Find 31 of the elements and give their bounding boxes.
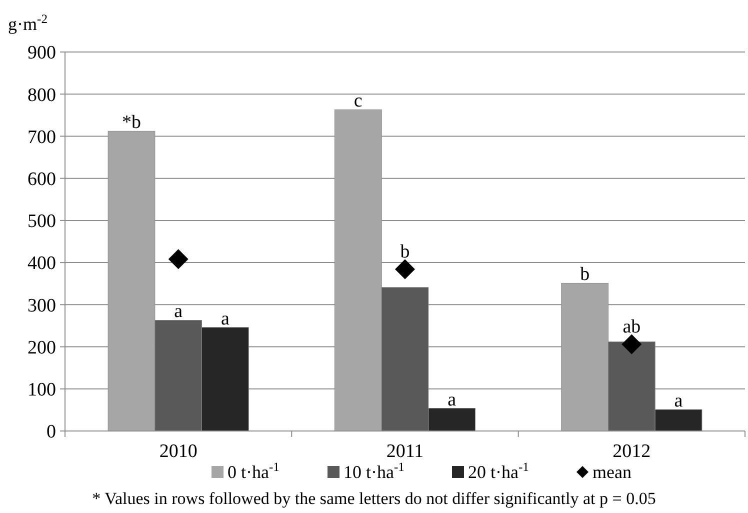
data-label: b (580, 264, 590, 286)
legend-label: 10 t·ha$^{-1}$ (344, 460, 404, 482)
y-tick-label: 200 (28, 337, 56, 358)
point (622, 334, 642, 354)
legend-label: 0 t·ha$^{-1}$ (228, 460, 280, 482)
y-tick-label: 100 (28, 380, 56, 401)
y-tick-label: 0 (46, 422, 56, 443)
point (395, 259, 415, 280)
y-tick-label: 700 (28, 126, 56, 148)
data-label: ab (622, 316, 641, 338)
text: * Values in rows followed by the same letters do not differ significantly at p = 0.05 (92, 489, 656, 508)
legend-label: mean (592, 462, 632, 482)
y-tick-label: 500 (28, 211, 56, 232)
data-label: b (400, 241, 410, 262)
x-tick-label: 2010 (159, 441, 198, 462)
data-label: a (220, 308, 230, 330)
y-axis-title: g·m$^{-2}$ (8, 12, 48, 34)
y-tick-label: 600 (28, 168, 56, 190)
data-label: a (448, 389, 457, 410)
y-tick-label: 900 (28, 42, 56, 64)
x-tick-label: 2012 (612, 441, 651, 462)
data-label: c (354, 90, 362, 112)
x-tick-label: 2011 (386, 441, 424, 462)
y-tick-label: 800 (28, 84, 56, 106)
legend-label: 20 t·ha$^{-1}$ (468, 460, 529, 482)
point (168, 249, 188, 270)
data-label: a (174, 301, 184, 322)
y-tick-label: 300 (28, 295, 56, 316)
data-label: *b (122, 112, 141, 134)
data-label: a (674, 390, 684, 412)
y-tick-label: 400 (28, 253, 56, 274)
